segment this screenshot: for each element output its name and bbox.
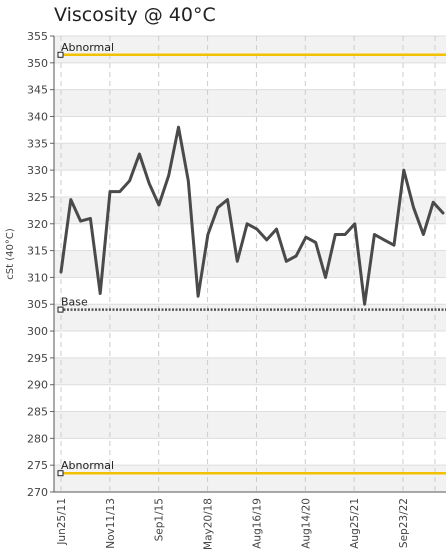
- reference-marker: [57, 306, 64, 313]
- series-lines: [59, 125, 445, 306]
- x-tick-label: Aug25/21: [349, 498, 361, 549]
- y-tick-label: 355: [27, 30, 48, 43]
- reference-label: Base: [61, 296, 88, 309]
- y-tick-label: 330: [27, 164, 48, 177]
- y-tick-labels: 270 275 280 285 290 295 300 305 310 315 320 325 330 3…: [27, 30, 48, 499]
- reference-marker: [57, 51, 64, 58]
- y-tick-label: 320: [27, 218, 48, 231]
- y-tick-label: 270: [27, 486, 48, 499]
- background-band: [54, 89, 446, 117]
- y-tick-label: 340: [27, 110, 48, 123]
- x-tick-label: Jun25/11: [56, 498, 68, 546]
- reference-label: Abnormal: [61, 459, 114, 472]
- background-band: [54, 143, 446, 171]
- x-tick-labels: Jun25/11 Nov11/13 Sep1/15 May20/18 Aug16/19 A…: [56, 498, 410, 550]
- chart-title: Viscosity @ 40°C: [54, 4, 216, 26]
- x-tick-label: Sep23/22: [398, 498, 410, 548]
- y-tick-label: 290: [27, 379, 48, 392]
- background-band: [54, 304, 446, 332]
- grid-lines: [50, 35, 446, 493]
- background-band: [54, 250, 446, 278]
- y-tick-label: 350: [27, 57, 48, 70]
- series-line: [59, 125, 445, 306]
- x-tick-label: Aug14/20: [300, 498, 312, 549]
- y-tick-label: 300: [27, 325, 48, 338]
- y-axis-label: cSt (40°C): [5, 228, 16, 280]
- y-tick-label: 315: [27, 245, 48, 258]
- background-band: [54, 196, 446, 224]
- y-tick-label: 325: [27, 191, 48, 204]
- y-tick-label: 280: [27, 432, 48, 445]
- reference-lines: Abnormal Base Abnormal: [57, 41, 446, 477]
- y-tick-label: 335: [27, 137, 48, 150]
- background-band: [54, 36, 446, 63]
- y-tick-label: 305: [27, 298, 48, 311]
- x-tick-label: Sep1/15: [154, 498, 166, 541]
- reference-marker: [57, 470, 64, 477]
- y-tick-label: 295: [27, 352, 48, 365]
- axes: [53, 36, 446, 493]
- plot-background-bands: [54, 36, 446, 492]
- background-band: [54, 357, 446, 385]
- x-tick-label: Aug16/19: [251, 498, 263, 549]
- y-tick-label: 275: [27, 459, 48, 472]
- reference-label: Abnormal: [61, 41, 114, 54]
- background-band: [54, 411, 446, 439]
- x-tick-label: May20/18: [203, 498, 215, 550]
- y-tick-label: 285: [27, 406, 48, 419]
- x-tick-label: Nov11/13: [105, 498, 117, 549]
- y-tick-label: 345: [27, 84, 48, 97]
- background-band: [54, 465, 446, 492]
- y-tick-label: 310: [27, 271, 48, 284]
